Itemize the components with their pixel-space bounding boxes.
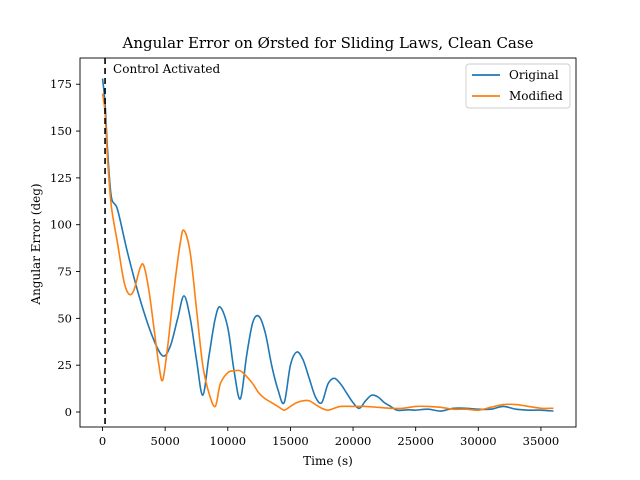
plot-area: Control Activated: [79, 57, 577, 428]
series-line-original: [101, 78, 554, 412]
y-tick-label: 125: [50, 171, 72, 185]
x-axis-ticks: 0 5000 10000 15000 20000 25000 30000 35000: [99, 427, 559, 448]
axes-frame: [79, 57, 577, 428]
x-axis-label: Time (s): [303, 454, 353, 468]
legend-label-modified: Modified: [509, 89, 563, 103]
y-tick-label: 100: [50, 218, 72, 232]
x-tick-label: 25000: [397, 434, 434, 448]
x-tick-label: 5000: [151, 434, 180, 448]
x-tick-label: 20000: [335, 434, 372, 448]
y-tick-label: 25: [57, 358, 72, 372]
y-tick-label: 0: [65, 405, 72, 419]
x-tick-label: 0: [99, 434, 106, 448]
x-tick-label: 30000: [460, 434, 497, 448]
legend-label-original: Original: [509, 68, 559, 82]
series-line-modified: [101, 93, 554, 411]
x-tick-label: 10000: [210, 434, 247, 448]
y-axis-label: Angular Error (deg): [29, 183, 43, 305]
y-axis-ticks: 0 25 50 75 100 125 150 175: [50, 77, 80, 419]
y-tick-label: 50: [57, 311, 72, 325]
control-activated-annotation: Control Activated: [113, 62, 220, 76]
y-tick-label: 75: [57, 265, 72, 279]
series-layer: [101, 78, 554, 412]
legend: Original Modified: [465, 63, 571, 109]
chart-title: Angular Error on Ørsted for Sliding Laws…: [122, 34, 534, 52]
x-tick-label: 35000: [523, 434, 560, 448]
x-tick-label: 15000: [272, 434, 309, 448]
y-tick-label: 175: [50, 77, 72, 91]
y-tick-label: 150: [50, 124, 72, 138]
